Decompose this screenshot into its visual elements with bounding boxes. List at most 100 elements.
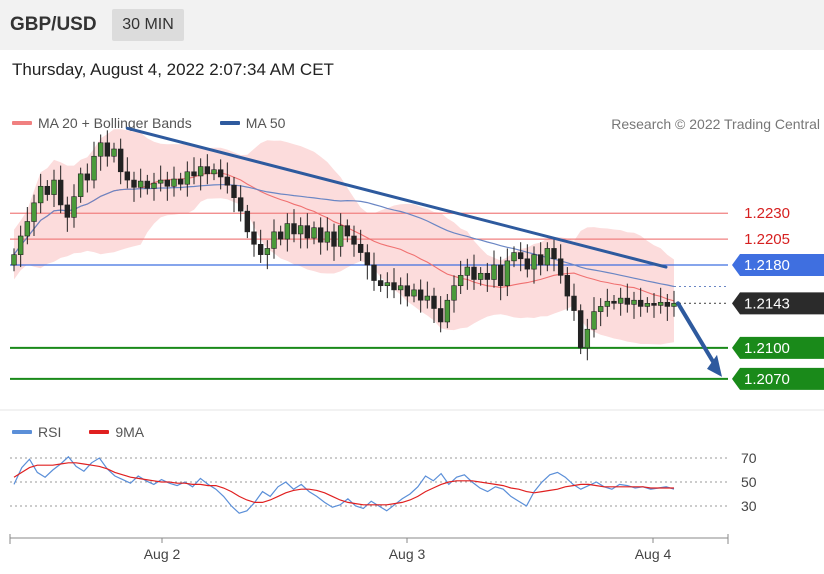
candle-body [211, 169, 217, 175]
level-label-1.2070: 1.2070 [744, 371, 790, 388]
candle-body [631, 299, 637, 305]
candle-body [624, 297, 631, 305]
candle-body [91, 155, 97, 181]
bollinger-band [14, 129, 674, 345]
candle-body [204, 166, 211, 175]
candle-body [124, 171, 131, 181]
candle-body [451, 285, 457, 301]
candle-body [471, 266, 477, 280]
candle-body [71, 196, 77, 218]
candle-body [604, 300, 611, 307]
candle-body [564, 275, 571, 297]
rsi-level-label-30: 30 [741, 498, 757, 514]
candle-body [671, 303, 677, 307]
candle-body [617, 297, 624, 304]
candle-body [44, 185, 51, 195]
candle-body [544, 248, 551, 266]
candle-body [24, 221, 31, 237]
candle-body [577, 310, 584, 349]
candle-body [651, 303, 657, 306]
candle-body [384, 282, 391, 287]
candle-body [517, 252, 524, 260]
candle-body [657, 301, 664, 306]
candle-body [531, 254, 537, 270]
candle-body [104, 142, 111, 157]
candle-body [591, 311, 597, 330]
candle-body [497, 264, 504, 287]
candle-body [324, 231, 331, 243]
level-tag-1.2180 [732, 254, 824, 276]
candle-body [317, 227, 324, 243]
candle-body [231, 184, 237, 198]
candle-body [411, 289, 417, 297]
candle-body [391, 282, 397, 291]
candle-body [344, 225, 351, 237]
rsi-level-label-70: 70 [741, 450, 757, 466]
rsi-legend: RSI 9MA [12, 424, 144, 440]
candle-body [484, 272, 491, 280]
candle-body [277, 231, 284, 240]
candle-body [551, 248, 557, 260]
ma20-swatch [12, 121, 32, 125]
candle-body [504, 260, 511, 287]
candle-body [611, 300, 617, 304]
candle-body [264, 248, 271, 255]
candle-body [364, 252, 371, 266]
timeframe-badge[interactable]: 30 MIN [112, 9, 184, 41]
rsi-ma-legend-label: 9MA [115, 424, 145, 440]
candle-body [477, 272, 484, 280]
level-label-1.2205: 1.2205 [744, 231, 790, 248]
candle-body [251, 231, 257, 245]
level-tag-1.2100 [732, 336, 824, 359]
candle-body [557, 258, 564, 276]
candle-body [397, 285, 404, 291]
rsi-level-label-50: 50 [741, 474, 757, 490]
candle-body [224, 176, 231, 186]
price-legend: MA 20 + Bollinger Bands MA 50 [12, 115, 285, 131]
candle-body [597, 306, 604, 312]
candle-body [377, 280, 384, 287]
candle-body [431, 295, 437, 309]
candle-body [11, 254, 17, 266]
candle-body [97, 142, 104, 157]
candle-body [244, 210, 251, 233]
time-tick-label-Aug-4: Aug 4 [635, 546, 672, 562]
candle-body [524, 258, 531, 270]
candle-body [371, 264, 377, 281]
level-label-1.2100: 1.2100 [744, 340, 790, 357]
candle-body [144, 180, 151, 189]
rsi-legend-label: RSI [38, 424, 62, 440]
candle-body [437, 308, 444, 323]
candle-body [271, 231, 277, 249]
candle-body [191, 171, 197, 177]
ma50-line [13, 184, 675, 288]
candle-body [424, 295, 431, 301]
candle-body [151, 182, 157, 189]
candle-body [417, 289, 424, 301]
candle-body [457, 275, 464, 287]
chart-header: GBP/USD 30 MIN [0, 0, 824, 50]
level-tag-1.2143 [732, 292, 824, 315]
candle-body [331, 231, 337, 247]
candle-body [664, 301, 671, 307]
candle-body [357, 243, 364, 253]
ma50-legend-label: MA 50 [245, 115, 286, 131]
rsi-ma-line [13, 462, 674, 506]
downtrend-line [125, 126, 668, 269]
rsi-ma-swatch [89, 430, 110, 434]
candle-body [57, 179, 64, 206]
rsi-swatch [12, 430, 32, 434]
candle-body [197, 166, 204, 177]
forecast-arrow-head [707, 354, 722, 377]
candle-body [31, 202, 37, 222]
time-tick-label-Aug-2: Aug 2 [144, 546, 181, 562]
candle-body [584, 328, 591, 349]
candle-body [404, 285, 411, 297]
candle-body [257, 243, 264, 255]
candle-body [297, 225, 304, 235]
candle-body [644, 303, 651, 307]
candle-body [111, 148, 117, 157]
candle-body [157, 179, 164, 184]
candle-body [84, 173, 91, 181]
